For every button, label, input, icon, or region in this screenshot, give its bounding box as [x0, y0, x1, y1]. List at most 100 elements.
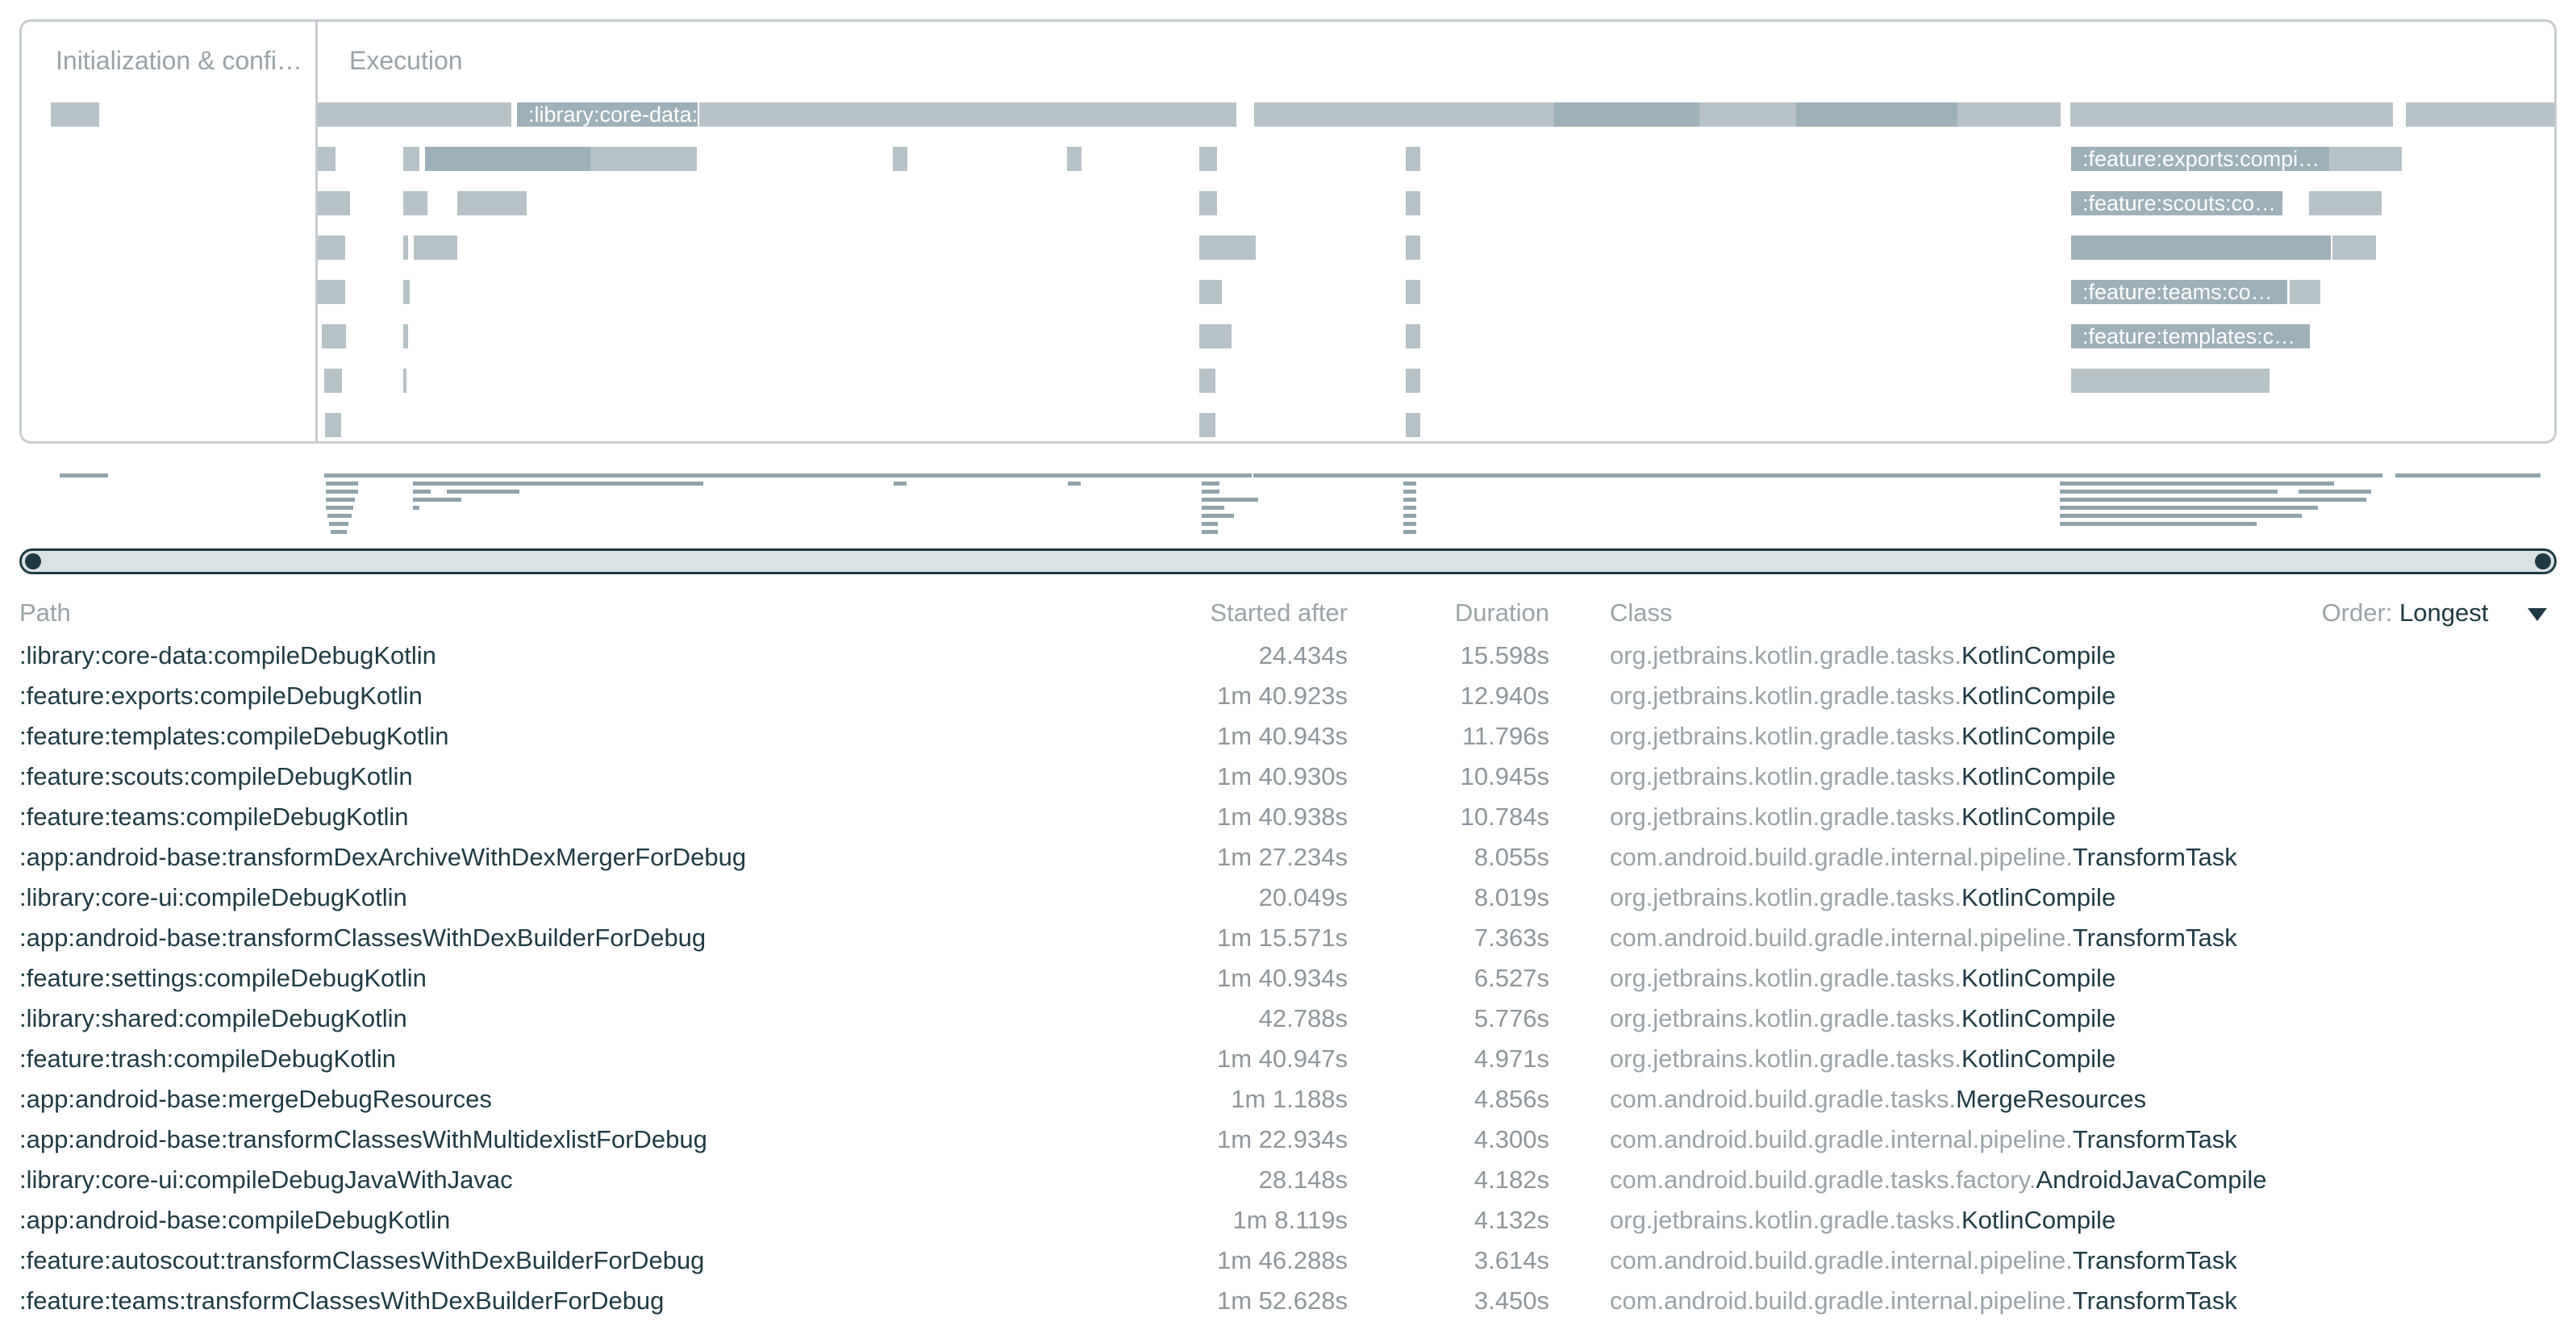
task-bar[interactable]	[2309, 191, 2382, 215]
task-bar[interactable]	[318, 191, 350, 215]
table-row[interactable]: :library:core-data:compileDebugKotlin 24.…	[0, 636, 2576, 676]
task-path[interactable]: :app:android-base:compileDebugKotlin	[19, 1206, 451, 1234]
task-bar[interactable]	[414, 236, 457, 260]
task-bar[interactable]	[2070, 102, 2393, 127]
order-dropdown[interactable]: Order: Longest	[2322, 598, 2547, 628]
task-bar[interactable]	[2332, 236, 2376, 260]
phase-divider	[315, 22, 318, 441]
task-bar[interactable]	[403, 147, 419, 171]
task-bar[interactable]	[1406, 369, 1420, 393]
task-bar[interactable]	[1199, 324, 1232, 348]
range-end-handle[interactable]	[2535, 553, 2551, 569]
task-bar[interactable]	[1199, 236, 1256, 260]
task-bar[interactable]	[324, 369, 342, 393]
task-path[interactable]: :app:android-base:transformClassesWithMu…	[19, 1125, 707, 1153]
column-header-class[interactable]: Class	[1610, 598, 1673, 627]
task-path[interactable]: :library:core-ui:compileDebugKotlin	[19, 883, 407, 911]
task-bar[interactable]	[1199, 191, 1217, 215]
task-bar[interactable]	[325, 413, 341, 437]
table-row[interactable]: :feature:teams:transformClassesWithDexBu…	[0, 1281, 2576, 1321]
task-path[interactable]: :library:core-data:compileDebugKotlin	[19, 641, 436, 669]
task-bar[interactable]	[318, 236, 345, 260]
task-bar[interactable]	[1199, 369, 1215, 393]
table-row[interactable]: :app:android-base:compileDebugKotlin 1m 8…	[0, 1200, 2576, 1241]
table-row[interactable]: :app:android-base:transformDexArchiveWit…	[0, 837, 2576, 878]
task-path[interactable]: :feature:teams:compileDebugKotlin	[19, 803, 409, 831]
task-bar[interactable]	[403, 280, 410, 304]
task-path[interactable]: :feature:settings:compileDebugKotlin	[19, 964, 427, 992]
task-bar-core-data-compile[interactable]: :library:core-data:compileDe…	[517, 102, 698, 127]
task-bar[interactable]	[403, 191, 427, 215]
task-bar-teams-compile[interactable]: :feature:teams:co…	[2071, 280, 2287, 304]
task-bar[interactable]	[51, 102, 99, 127]
task-bar[interactable]	[2071, 369, 2270, 393]
task-path[interactable]: :feature:exports:compileDebugKotlin	[19, 682, 423, 710]
task-bar[interactable]	[2406, 102, 2554, 127]
table-row[interactable]: :app:android-base:transformClassesWithMu…	[0, 1120, 2576, 1160]
task-bar[interactable]	[1199, 280, 1222, 304]
task-bar[interactable]	[403, 236, 408, 260]
task-bar[interactable]	[457, 191, 527, 215]
table-row[interactable]: :feature:teams:compileDebugKotlin 1m 40.9…	[0, 797, 2576, 837]
table-row[interactable]: :feature:trash:compileDebugKotlin 1m 40.9…	[0, 1039, 2576, 1079]
task-duration: 10.784s	[1460, 803, 1549, 831]
overview-line	[326, 490, 358, 494]
task-path[interactable]: :app:android-base:mergeDebugResources	[19, 1085, 492, 1113]
column-header-started-after[interactable]: Started after	[1210, 598, 1348, 627]
task-bar[interactable]	[893, 147, 907, 171]
task-bar[interactable]	[1796, 102, 1957, 127]
table-row[interactable]: :app:android-base:mergeDebugResources 1m …	[0, 1079, 2576, 1120]
task-bar[interactable]	[699, 102, 1236, 127]
task-bar[interactable]	[1406, 147, 1420, 171]
task-bar[interactable]	[1199, 413, 1215, 437]
table-row[interactable]: :feature:exports:compileDebugKotlin 1m 40…	[0, 676, 2576, 716]
table-row[interactable]: :feature:scouts:compileDebugKotlin 1m 40.…	[0, 757, 2576, 797]
table-row[interactable]: :feature:templates:compileDebugKotlin 1m …	[0, 716, 2576, 757]
task-bar[interactable]	[2071, 236, 2331, 260]
task-bar[interactable]	[318, 280, 345, 304]
overview-line	[1403, 498, 1416, 502]
task-bar-scouts-compile[interactable]: :feature:scouts:co…	[2071, 191, 2282, 215]
task-bar[interactable]	[1199, 147, 1217, 171]
task-bar[interactable]	[2329, 147, 2402, 171]
timeline-overview[interactable]	[19, 464, 2557, 544]
range-start-handle[interactable]	[25, 553, 41, 569]
table-row[interactable]: :library:shared:compileDebugKotlin 42.788…	[0, 999, 2576, 1039]
task-path[interactable]: :library:core-ui:compileDebugJavaWithJav…	[19, 1165, 513, 1194]
column-header-path[interactable]: Path	[19, 598, 71, 627]
task-class-name: KotlinCompile	[1961, 1004, 2116, 1032]
task-bar[interactable]	[1406, 191, 1420, 215]
task-bar[interactable]	[1406, 236, 1420, 260]
task-path[interactable]: :feature:templates:compileDebugKotlin	[19, 722, 449, 750]
task-bar[interactable]	[1554, 102, 1699, 127]
table-row[interactable]: :feature:autoscout:transformClassesWithD…	[0, 1241, 2576, 1281]
task-bar[interactable]	[1406, 413, 1420, 437]
table-row[interactable]: :library:core-ui:compileDebugJavaWithJav…	[0, 1160, 2576, 1200]
task-bar[interactable]	[590, 147, 697, 171]
task-bar[interactable]	[322, 324, 346, 348]
task-bar[interactable]	[2290, 280, 2320, 304]
task-path[interactable]: :library:shared:compileDebugKotlin	[19, 1004, 407, 1032]
task-path[interactable]: :app:android-base:transformClassesWithDe…	[19, 924, 707, 952]
column-header-duration[interactable]: Duration	[1454, 598, 1549, 627]
task-bar-templates-compile[interactable]: :feature:templates:c…	[2071, 324, 2310, 348]
task-duration: 12.940s	[1460, 682, 1549, 710]
task-bar[interactable]	[425, 147, 590, 171]
task-path[interactable]: :feature:trash:compileDebugKotlin	[19, 1045, 396, 1073]
task-bar[interactable]	[1067, 147, 1082, 171]
task-path[interactable]: :feature:autoscout:transformClassesWithD…	[19, 1246, 705, 1274]
task-bar[interactable]	[1406, 324, 1420, 348]
task-path[interactable]: :app:android-base:transformDexArchiveWit…	[19, 843, 747, 871]
task-path[interactable]: :feature:teams:transformClassesWithDexBu…	[19, 1286, 665, 1315]
task-bar[interactable]	[403, 369, 406, 393]
table-row[interactable]: :app:android-base:transformClassesWithDe…	[0, 918, 2576, 958]
table-row[interactable]: :library:core-ui:compileDebugKotlin 20.04…	[0, 878, 2576, 918]
task-bar[interactable]	[403, 324, 408, 348]
timeline-range-scrollbar[interactable]	[19, 548, 2557, 574]
task-bar[interactable]	[318, 102, 511, 127]
task-path[interactable]: :feature:scouts:compileDebugKotlin	[19, 762, 413, 790]
table-row[interactable]: :feature:settings:compileDebugKotlin 1m 4…	[0, 958, 2576, 999]
task-bar-exports-compile[interactable]: :feature:exports:compi…	[2071, 147, 2329, 171]
task-bar[interactable]	[318, 147, 336, 171]
task-bar[interactable]	[1406, 280, 1420, 304]
